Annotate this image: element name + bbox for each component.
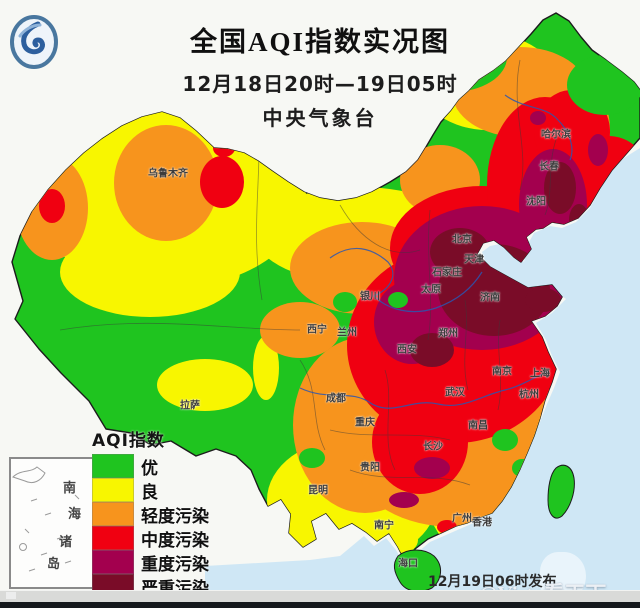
taiwan-island — [547, 464, 575, 519]
legend-item: 良 — [92, 478, 209, 503]
inset-label-char: 南 — [63, 481, 77, 496]
inset-label-char: 岛 — [47, 557, 61, 572]
legend-item: 优 — [92, 454, 209, 479]
legend-label: 中度污染 — [141, 530, 209, 551]
legend-label: 重度污染 — [141, 554, 209, 575]
cma-logo — [8, 14, 60, 72]
window-bottom-edge — [0, 602, 640, 608]
inset-label-char: 诸 — [59, 535, 73, 550]
inset-label-char: 海 — [68, 507, 82, 522]
inset-islands-sketch — [12, 466, 80, 572]
legend-swatch — [92, 526, 134, 550]
legend-swatch — [92, 478, 134, 502]
scroll-bar-thumb[interactable] — [6, 592, 16, 599]
legend-item: 中度污染 — [92, 526, 209, 551]
legend-label: 良 — [141, 482, 158, 503]
sea — [205, 148, 640, 598]
legend-item: 重度污染 — [92, 550, 209, 575]
legend-swatch — [92, 502, 134, 526]
legend-items: 优良轻度污染 中度污染 重度污染 严重污染 — [92, 454, 209, 599]
legend-swatch — [92, 550, 134, 574]
legend-item: 轻度污染 — [92, 502, 209, 527]
hainan-island — [393, 549, 441, 592]
rivers — [299, 94, 573, 409]
south-china-sea-inset: 南海诸岛 — [9, 457, 96, 589]
legend-label: 轻度污染 — [141, 506, 209, 527]
legend-title: AQI指数 — [92, 431, 165, 451]
publish-time: 12月19日06时发布 — [428, 574, 557, 590]
aqi-legend: AQI指数 优良轻度污染 中度污染 重度污染 严重污染 — [92, 426, 209, 599]
legend-swatch — [92, 454, 134, 478]
legend-label: 优 — [141, 458, 158, 479]
